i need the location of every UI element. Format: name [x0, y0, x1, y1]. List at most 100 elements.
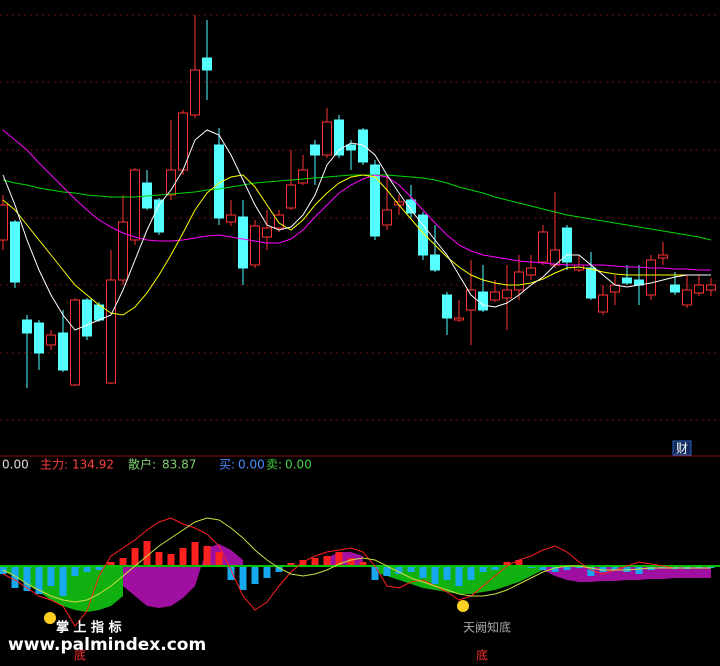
candle-body — [646, 259, 656, 296]
candle-body — [250, 225, 260, 266]
buy-label: 买: — [219, 458, 235, 472]
histogram-bar — [623, 566, 631, 572]
histogram-bar — [443, 566, 451, 580]
histogram-bar — [23, 566, 31, 591]
histogram-bar — [167, 554, 175, 566]
sell-label: 卖: — [266, 458, 282, 472]
histogram-bar — [407, 566, 415, 572]
candle-body — [334, 119, 344, 156]
histogram-bar — [155, 552, 163, 566]
candle-body — [262, 227, 272, 238]
candle-body — [622, 277, 632, 284]
candle-body — [682, 289, 692, 306]
histogram-bar — [611, 566, 619, 570]
histogram-bar — [203, 546, 211, 566]
candle-body — [70, 299, 80, 386]
histogram-bar — [599, 566, 607, 572]
candle-body — [82, 299, 92, 337]
main-value: 134.92 — [72, 458, 114, 472]
histogram-bar — [563, 566, 571, 570]
histogram-bar — [275, 566, 283, 572]
candle-body — [586, 267, 596, 299]
histogram-bar — [323, 556, 331, 566]
histogram-bar — [359, 562, 367, 566]
candle-body — [202, 57, 212, 71]
candle-body — [154, 199, 164, 233]
histogram-bar — [119, 558, 127, 566]
indicator-lead: 0.00 — [2, 458, 29, 472]
candle-body — [514, 271, 524, 291]
candle-body — [526, 267, 536, 276]
histogram-bar — [299, 560, 307, 566]
smiley-face — [457, 600, 469, 612]
candle-body — [226, 214, 236, 223]
histogram-bar — [179, 548, 187, 566]
histogram-bar — [311, 558, 319, 566]
histogram-bar — [347, 558, 355, 566]
candle-body — [490, 291, 500, 301]
histogram-bar — [83, 566, 91, 572]
histogram-bar — [395, 566, 403, 574]
candle-body — [166, 169, 176, 196]
histogram-bar — [503, 562, 511, 566]
bottom-mark: 底 — [476, 648, 488, 663]
candle-body — [118, 221, 128, 281]
histogram-bar — [515, 560, 523, 566]
candle-body — [382, 209, 392, 226]
candle-body — [670, 284, 680, 293]
histogram-bar — [419, 566, 427, 578]
histogram-bar — [11, 566, 19, 588]
candle-body — [22, 319, 32, 334]
candle-body — [598, 294, 608, 313]
histogram-bar — [587, 566, 595, 576]
histogram-bar — [539, 566, 547, 570]
sell-value: 0.00 — [285, 458, 312, 472]
candle-body — [442, 294, 452, 319]
badge-box — [672, 440, 692, 456]
histogram-bar — [251, 566, 259, 584]
candle-body — [58, 332, 68, 371]
candle-body — [478, 291, 488, 311]
moving-average — [2, 174, 711, 316]
signal-text: 天阙知底 — [463, 620, 511, 635]
histogram-bar — [143, 541, 151, 566]
histogram-bar — [491, 566, 499, 570]
buy-value: 0.00 — [238, 458, 265, 472]
histogram-bar — [107, 562, 115, 566]
histogram-bar — [467, 566, 475, 580]
candle-body — [454, 317, 464, 321]
candle-body — [418, 214, 428, 256]
histogram-bar — [479, 566, 487, 572]
candle-body — [106, 279, 116, 384]
site: www.palmindex.com — [8, 635, 206, 655]
histogram-bar — [239, 566, 247, 590]
bottom-mark: 底 — [74, 648, 86, 663]
candle-body — [430, 254, 440, 271]
candle-body — [46, 334, 56, 346]
histogram-bar — [383, 566, 391, 576]
indicator-line — [2, 517, 711, 603]
histogram-bar — [59, 566, 67, 596]
candle-body — [130, 169, 140, 241]
candle-body — [0, 204, 8, 241]
candle-body — [370, 164, 380, 237]
candle-body — [322, 121, 332, 156]
plot — [0, 15, 720, 627]
histogram-bar — [371, 566, 379, 580]
histogram-bar — [431, 566, 439, 584]
retail-label: 散户: — [128, 457, 156, 472]
candle-body — [610, 284, 620, 293]
histogram-bar — [95, 566, 103, 570]
candle-body — [358, 129, 368, 163]
candle-body — [694, 284, 704, 294]
histogram-bar — [455, 566, 463, 586]
candle-body — [502, 289, 512, 299]
histogram-bar — [71, 566, 79, 576]
candle-body — [274, 214, 284, 229]
histogram-bar — [635, 566, 643, 574]
candle-body — [346, 144, 356, 151]
histogram-bar — [227, 566, 235, 580]
smiley — [44, 600, 469, 624]
retail-value: 83.87 — [162, 458, 196, 472]
